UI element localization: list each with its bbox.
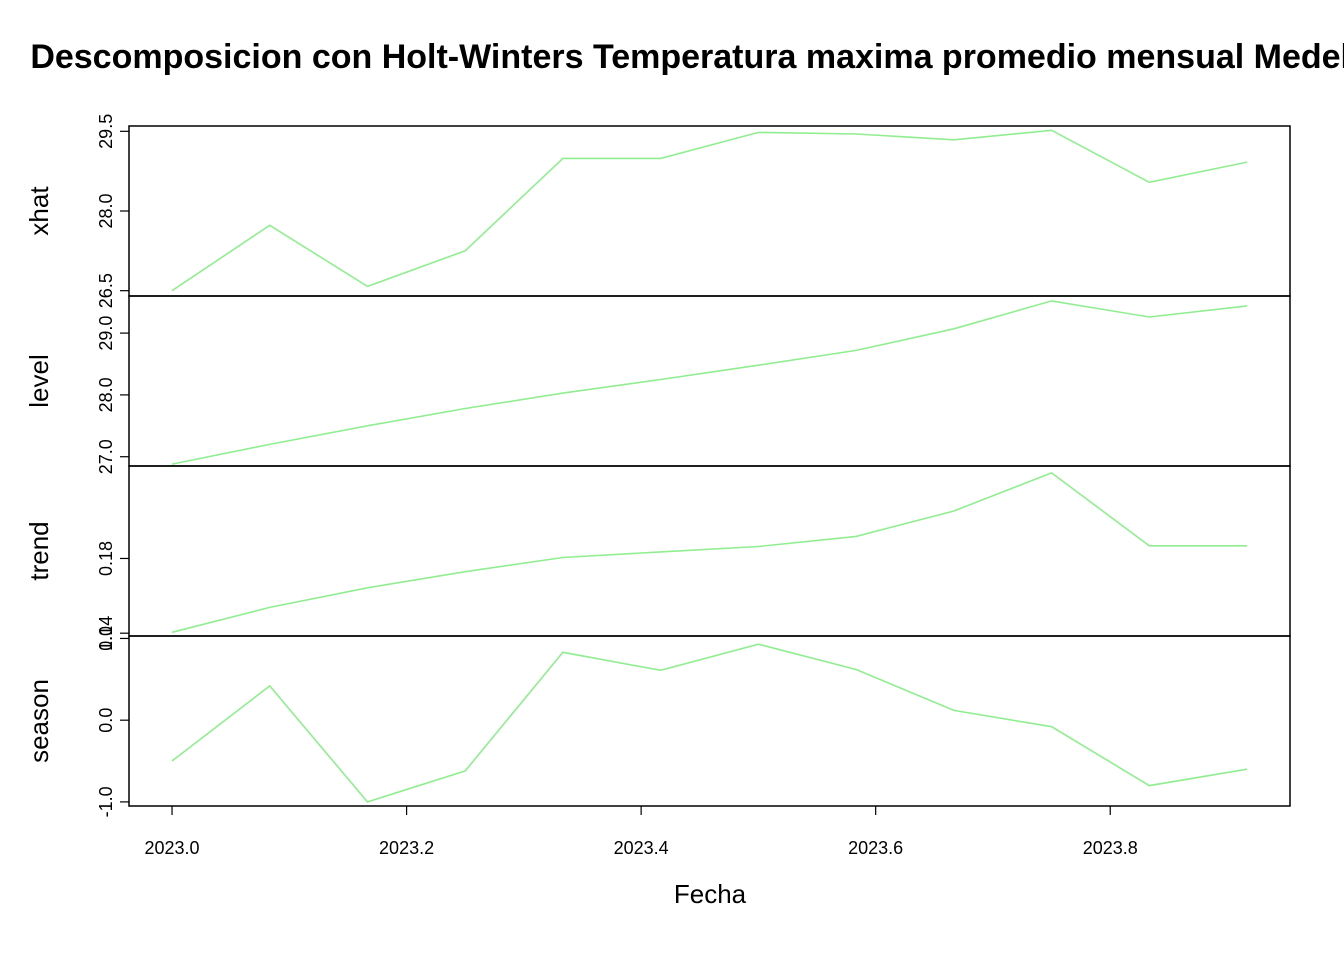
x-tick-label: 2023.0 bbox=[145, 838, 200, 858]
y-tick-label: 28.0 bbox=[96, 193, 116, 228]
panel-label-season: season bbox=[24, 679, 54, 763]
series-line-trend bbox=[171, 471, 1248, 634]
series-line-level bbox=[171, 300, 1248, 465]
y-tick-label: 0.18 bbox=[96, 541, 116, 576]
y-tick-label: 29.0 bbox=[96, 316, 116, 351]
panel-label-xhat: xhat bbox=[24, 186, 54, 236]
x-axis: 2023.0 2023.2 2023.4 2023.6 2023.8 bbox=[145, 806, 1138, 858]
y-tick-label: 28.0 bbox=[96, 377, 116, 412]
panel-label-level: level bbox=[24, 354, 54, 407]
y-tick-label: 27.0 bbox=[96, 439, 116, 474]
y-tick-label: 26.5 bbox=[96, 273, 116, 308]
panel-trend: 0.14 0.18 trend bbox=[24, 465, 1291, 651]
panel-level: 27.0 28.0 29.0 level bbox=[24, 295, 1291, 474]
x-tick-label: 2023.4 bbox=[614, 838, 669, 858]
series-line-xhat bbox=[171, 129, 1248, 292]
panel-season: -1.0 0.0 1.0 season bbox=[24, 626, 1291, 817]
panel-frame bbox=[128, 125, 1291, 297]
y-tick-label: -1.0 bbox=[96, 786, 116, 817]
panel-label-trend: trend bbox=[24, 521, 54, 580]
y-tick-label: 29.5 bbox=[96, 114, 116, 149]
x-axis-label: Fecha bbox=[674, 879, 747, 909]
panel-frame bbox=[128, 635, 1291, 807]
x-tick-label: 2023.6 bbox=[848, 838, 903, 858]
x-tick-label: 2023.2 bbox=[379, 838, 434, 858]
series-line-season bbox=[171, 643, 1248, 803]
panel-frame bbox=[128, 295, 1291, 467]
panel-frame bbox=[128, 465, 1291, 637]
x-tick-label: 2023.8 bbox=[1083, 838, 1138, 858]
y-tick-label: 1.0 bbox=[96, 626, 116, 651]
panels-group: 26.528.029.5xhat27.028.029.0level0.140.1… bbox=[24, 114, 1291, 817]
y-tick-label: 0.0 bbox=[96, 708, 116, 733]
panel-xhat: 26.5 28.0 29.5 xhat bbox=[24, 114, 1291, 308]
chart-title: Descomposicion con Holt-Winters Temperat… bbox=[30, 38, 1344, 76]
y-tick-label: 0.14 bbox=[96, 616, 116, 651]
